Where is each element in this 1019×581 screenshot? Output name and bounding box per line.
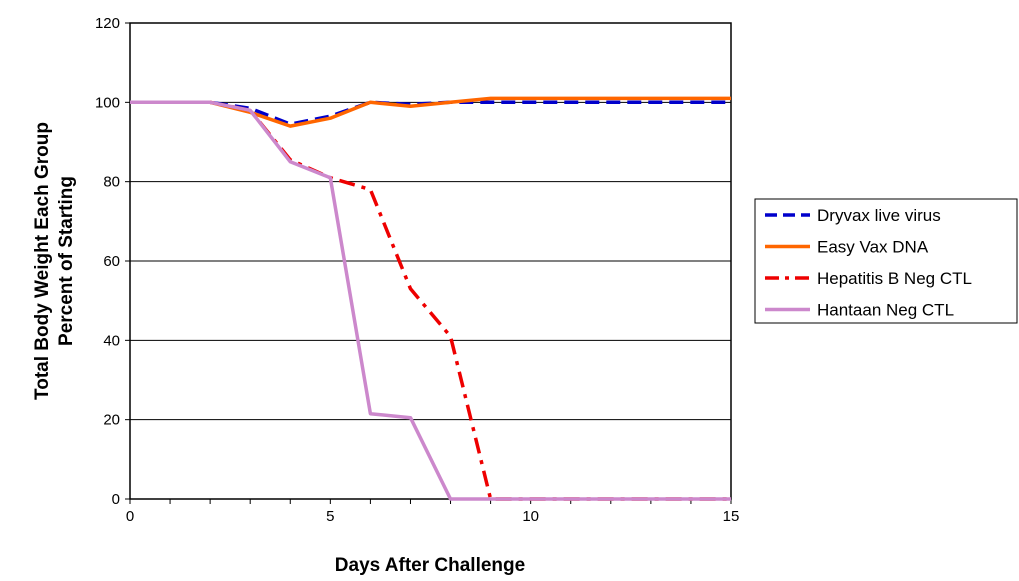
y-tick-label: 100 bbox=[95, 94, 120, 111]
y-tick-label: 120 bbox=[95, 15, 120, 32]
x-axis-title: Days After Challenge bbox=[335, 555, 525, 576]
y-tick-label: 20 bbox=[103, 412, 120, 429]
y-tick-label: 0 bbox=[112, 491, 120, 508]
y-axis-title-line-1: Total Body Weight Each Group bbox=[32, 122, 53, 400]
legend-label-dryvax-live-virus: Dryvax live virus bbox=[817, 206, 941, 225]
x-tick-label: 10 bbox=[522, 508, 539, 525]
y-tick-label: 40 bbox=[103, 332, 120, 349]
x-tick-label: 0 bbox=[126, 508, 134, 525]
axes: 0 20 40 60 80 100 120 0 5 10 15 bbox=[95, 15, 739, 525]
x-tick-label: 15 bbox=[723, 508, 740, 525]
y-tick-label: 80 bbox=[103, 174, 120, 191]
legend-label-hantaan-neg-ctl: Hantaan Neg CTL bbox=[817, 301, 954, 320]
legend: Dryvax live virus Easy Vax DNA Hepatitis B… bbox=[754, 198, 1018, 324]
legend-label-hepatitis-b-neg-ctl: Hepatitis B Neg CTL bbox=[817, 269, 972, 288]
y-tick-label: 60 bbox=[103, 253, 120, 270]
series-line-hepatitis-b-neg-ctl bbox=[130, 100, 731, 501]
legend-box bbox=[754, 198, 1018, 324]
series-line-hantaan-neg-ctl bbox=[130, 100, 731, 501]
y-axis-title-line-2: Percent of Starting bbox=[56, 176, 77, 346]
x-tick-label: 5 bbox=[326, 508, 334, 525]
gridlines bbox=[130, 101, 731, 421]
legend-label-easy-vax-dna: Easy Vax DNA bbox=[817, 238, 929, 257]
y-axis-title: Total Body Weight Each Group Percent of … bbox=[32, 122, 77, 400]
series-lines bbox=[130, 96, 731, 501]
